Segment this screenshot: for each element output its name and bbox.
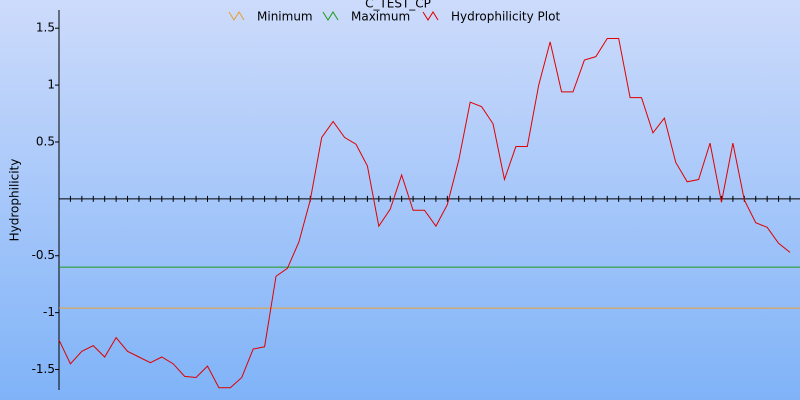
y-tick-label: -0.5	[32, 248, 55, 262]
legend-icon	[422, 11, 439, 21]
legend-icon	[228, 11, 245, 21]
data-line	[58, 37, 791, 389]
y-axis-label: Hydrophilicity	[8, 159, 22, 242]
legend-label: Maximum	[351, 10, 410, 24]
legend-icon	[322, 11, 339, 21]
chart-title: C_TEST_CP	[365, 0, 431, 11]
y-tick-label: 1.5	[36, 21, 55, 35]
y-tick-label: 1	[47, 78, 55, 92]
y-tick-label: -1	[43, 305, 55, 319]
legend-label: Minimum	[257, 10, 313, 24]
y-tick-label: 0.5	[36, 134, 55, 148]
y-tick-label: -1.5	[32, 362, 55, 376]
legend-label: Hydrophilicity Plot	[451, 10, 560, 24]
